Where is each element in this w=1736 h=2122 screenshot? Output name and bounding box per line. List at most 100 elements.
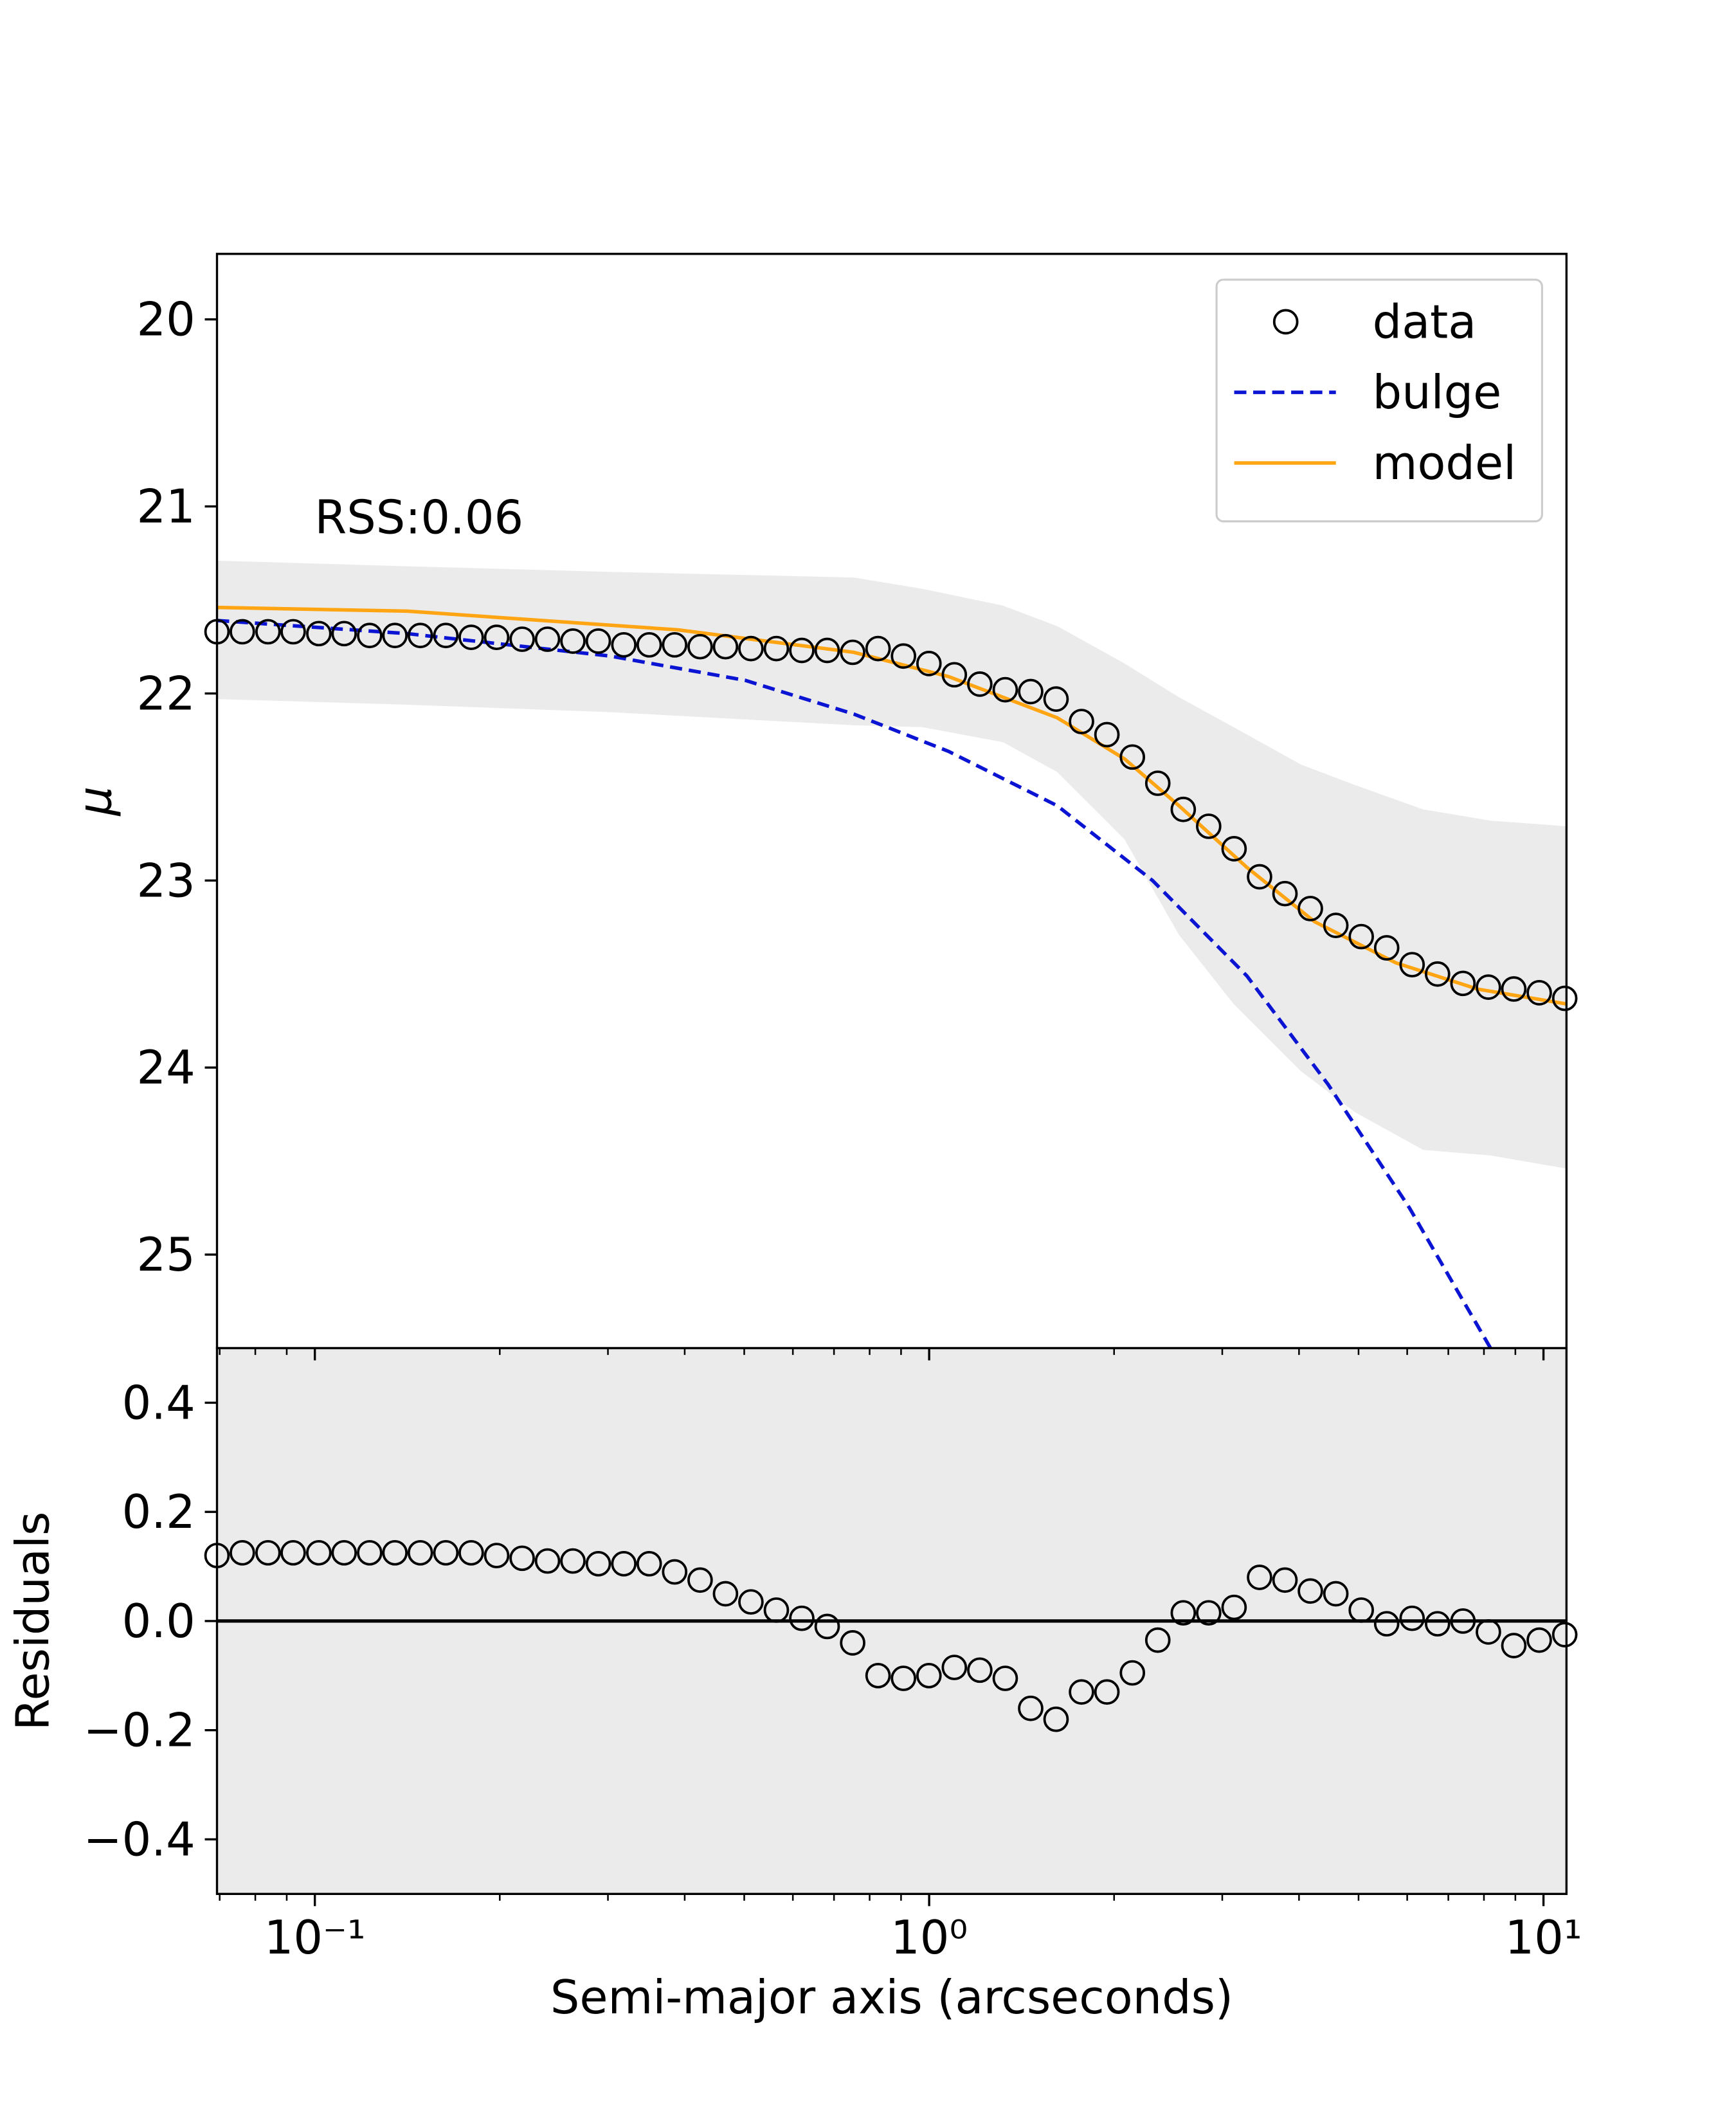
data-point — [1094, 1679, 1120, 1705]
data-point — [331, 621, 357, 647]
data-point — [636, 1550, 662, 1577]
data-point — [1424, 1611, 1451, 1637]
data-point — [407, 622, 433, 649]
data-point — [1526, 1627, 1552, 1653]
data-point — [1043, 1706, 1069, 1732]
data-point — [230, 1539, 255, 1566]
data-point — [763, 635, 790, 662]
x-tick-label: 10¹ — [1505, 1910, 1582, 1964]
data-point — [560, 1548, 586, 1574]
data-point — [1297, 896, 1323, 921]
data-point — [1144, 770, 1171, 796]
data-point — [891, 643, 917, 669]
data-point — [458, 1539, 484, 1566]
y-axis-label: Residuals — [6, 1512, 60, 1731]
data-point — [382, 1539, 408, 1566]
data-point — [331, 1539, 357, 1566]
data-point — [484, 1543, 510, 1568]
data-point — [255, 1539, 281, 1566]
data-point — [1272, 880, 1298, 907]
data-point — [509, 626, 535, 652]
legend: data bulge model — [1215, 278, 1543, 523]
data-point — [1323, 1581, 1349, 1607]
data-point — [1476, 974, 1501, 1000]
data-point — [1450, 1608, 1476, 1634]
legend-marker — [1272, 309, 1299, 335]
data-point — [967, 1657, 993, 1683]
y-tick-label: 0.4 — [122, 1375, 195, 1429]
data-point — [941, 662, 968, 688]
data-point — [1373, 1611, 1400, 1637]
data-point — [1170, 1600, 1197, 1626]
data-point — [306, 621, 332, 647]
data-point — [433, 622, 459, 649]
data-point — [1551, 1622, 1578, 1647]
data-point — [357, 1539, 383, 1566]
data-point — [1424, 961, 1451, 987]
data-point — [1348, 1597, 1374, 1623]
data-point — [840, 639, 865, 666]
data-point — [433, 1539, 459, 1566]
data-point — [865, 635, 891, 662]
legend-label: bulge — [1373, 365, 1502, 419]
data-point — [1069, 1679, 1094, 1705]
data-point — [1221, 1594, 1247, 1620]
data-point — [1069, 709, 1094, 734]
data-point — [1399, 1605, 1425, 1631]
data-point — [1272, 1567, 1298, 1593]
data-point — [1450, 970, 1476, 997]
data-point — [1551, 985, 1578, 1011]
y-axis-label: μ — [68, 786, 122, 817]
data-point — [916, 1662, 942, 1689]
data-point — [712, 1581, 739, 1607]
data-point — [662, 1559, 688, 1585]
y-tick-label: 23 — [136, 853, 195, 907]
y-tick-label: 0.0 — [122, 1594, 195, 1648]
data-point — [534, 626, 561, 652]
model-line — [217, 605, 1567, 1006]
data-point — [1247, 864, 1272, 890]
data-point — [1094, 721, 1120, 748]
y-tick-label: 0.2 — [122, 1485, 195, 1539]
y-tick-label: −0.2 — [84, 1703, 195, 1757]
plot-area — [217, 1348, 1567, 1894]
data-point — [814, 1613, 840, 1640]
data-point — [1501, 976, 1527, 1002]
data-point — [407, 1539, 433, 1566]
data-point — [509, 1545, 535, 1572]
legend-label: model — [1373, 436, 1516, 490]
data-point — [611, 631, 637, 658]
x-axis-label: Semi-major axis (arcseconds) — [550, 1970, 1233, 2024]
data-point — [585, 1550, 611, 1577]
data-point — [992, 1665, 1018, 1691]
legend-label: data — [1373, 295, 1477, 349]
data-point — [763, 1597, 790, 1623]
data-point — [712, 633, 739, 660]
data-point — [1323, 912, 1349, 938]
data-point — [916, 651, 942, 676]
data-point — [280, 619, 306, 645]
data-point — [1348, 923, 1374, 950]
data-point — [230, 619, 255, 645]
plot-area — [217, 560, 1567, 1348]
data-point — [560, 628, 586, 654]
data-point — [738, 1589, 764, 1615]
data-point — [687, 1567, 713, 1593]
data-point — [306, 1539, 332, 1566]
y-tick-label: 25 — [136, 1228, 195, 1282]
data-point — [941, 1655, 968, 1680]
data-point — [865, 1662, 891, 1689]
data-point — [1144, 1627, 1171, 1653]
data-point — [789, 1605, 815, 1631]
data-point — [255, 619, 281, 645]
data-point — [1018, 678, 1044, 705]
y-tick-label: −0.4 — [84, 1812, 195, 1866]
data-point — [1476, 1619, 1501, 1645]
data-point — [357, 622, 383, 649]
data-point — [1373, 935, 1400, 961]
annotation: RSS:0.06 — [314, 490, 523, 544]
data-point — [789, 637, 815, 664]
data-point — [458, 624, 484, 650]
